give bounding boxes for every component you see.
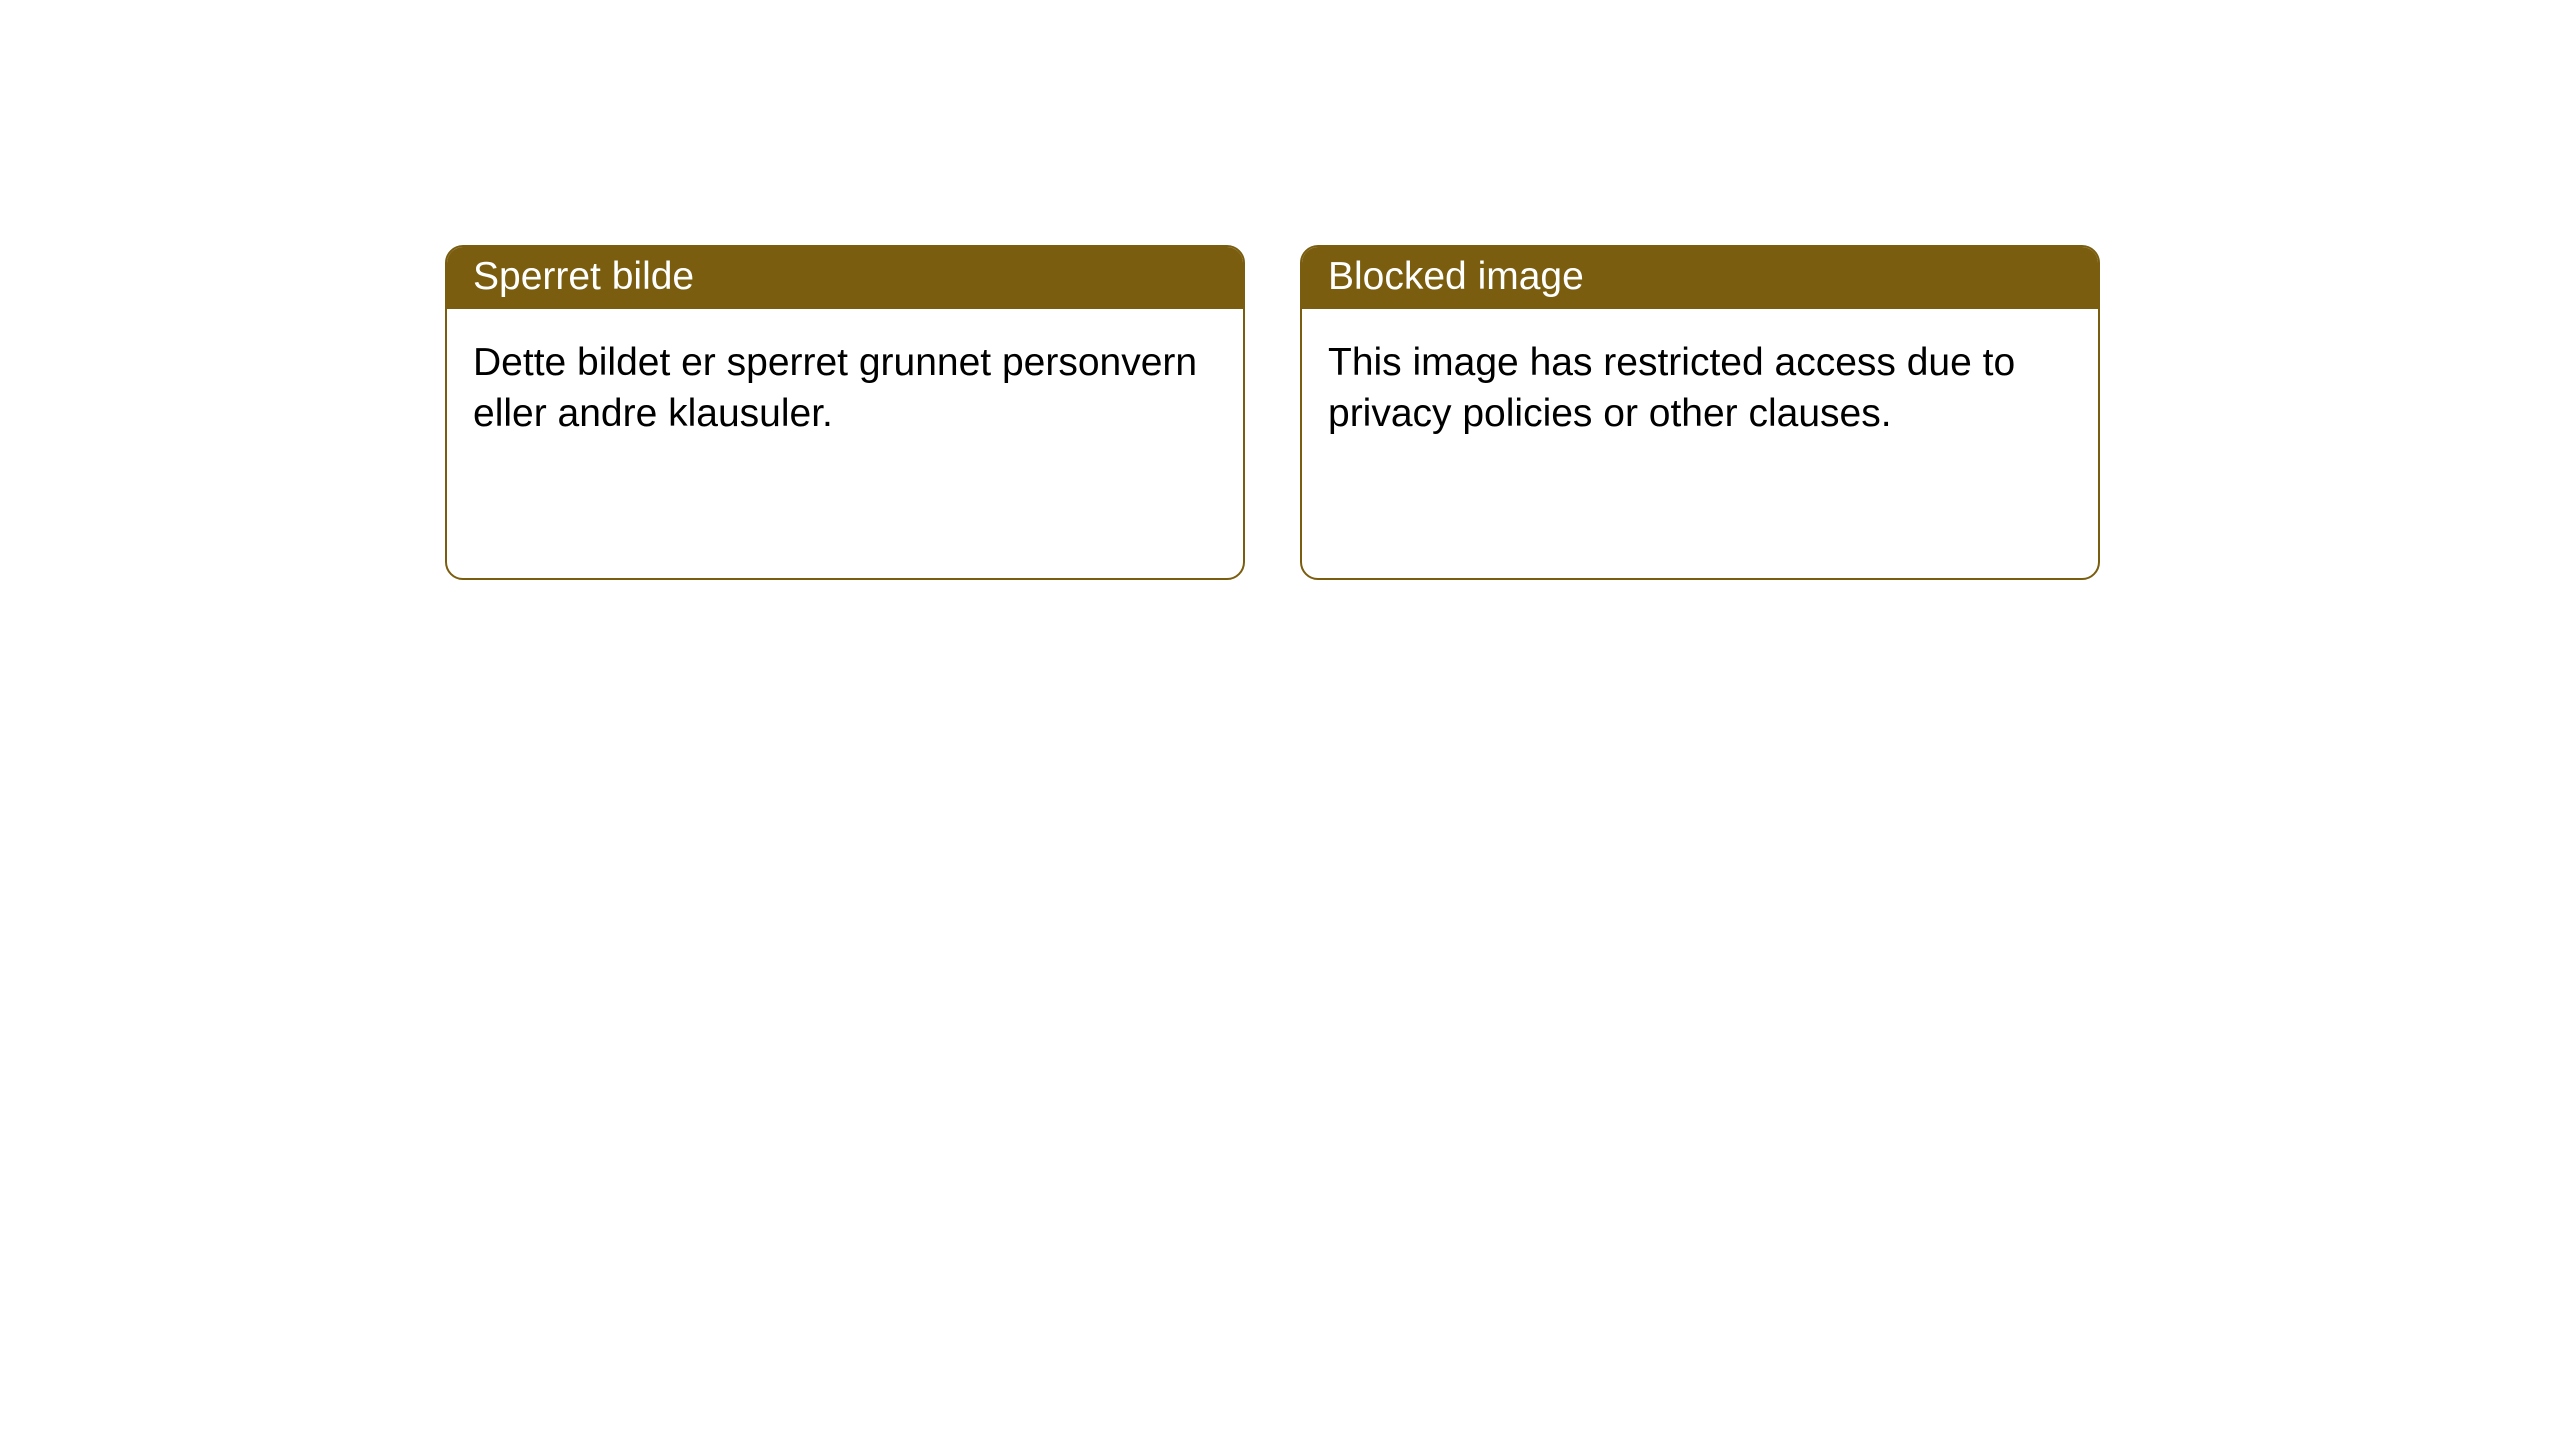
- notice-container: Sperret bilde Dette bildet er sperret gr…: [0, 0, 2560, 580]
- notice-title: Blocked image: [1328, 255, 1584, 298]
- notice-title: Sperret bilde: [473, 255, 694, 298]
- notice-body: Dette bildet er sperret grunnet personve…: [447, 309, 1243, 468]
- notice-body: This image has restricted access due to …: [1302, 309, 2098, 468]
- notice-header: Sperret bilde: [447, 247, 1243, 309]
- notice-header: Blocked image: [1302, 247, 2098, 309]
- notice-text: Dette bildet er sperret grunnet personve…: [473, 341, 1197, 435]
- notice-text: This image has restricted access due to …: [1328, 341, 2015, 435]
- notice-card-norwegian: Sperret bilde Dette bildet er sperret gr…: [445, 245, 1245, 580]
- notice-card-english: Blocked image This image has restricted …: [1300, 245, 2100, 580]
